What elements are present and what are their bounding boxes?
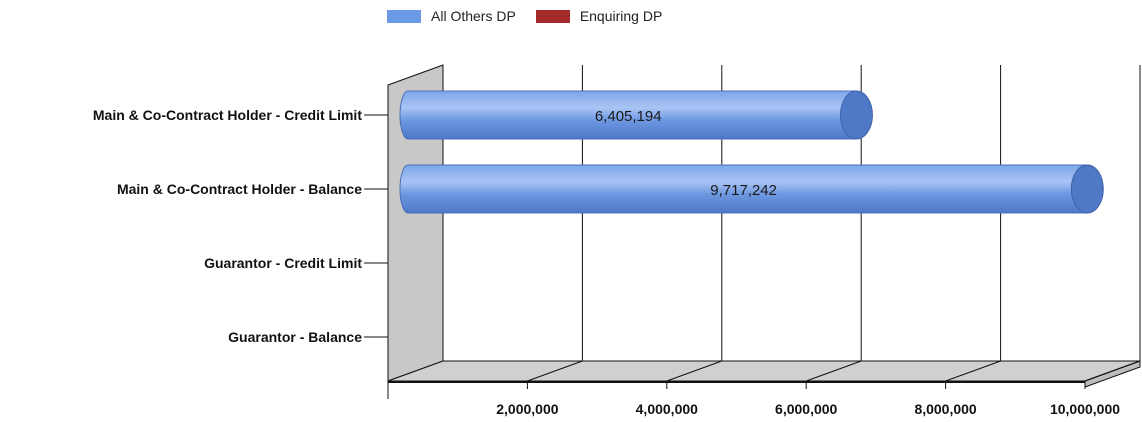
y-tick-label: Main & Co-Contract Holder - Credit Limit: [93, 107, 362, 123]
legend-label-enquiring: Enquiring DP: [579, 8, 663, 24]
x-tick-label: 4,000,000: [636, 401, 698, 417]
x-tick-label: 6,000,000: [775, 401, 837, 417]
floor-grid-line: [806, 360, 862, 382]
legend-item-all-others: All Others DP: [387, 8, 516, 24]
floor-grid-line: [666, 360, 722, 382]
bar-cap: [839, 90, 873, 140]
y-tick-label: Guarantor - Balance: [228, 329, 362, 345]
bar: [399, 90, 857, 140]
floor-grid-line: [1084, 360, 1141, 382]
x-tick-label: 10,000,000: [1050, 401, 1120, 417]
data-label: 6,405,194: [595, 108, 662, 125]
y-tick-label: Guarantor - Credit Limit: [204, 255, 362, 271]
x-tick-label: 8,000,000: [914, 401, 976, 417]
floor-grid-line: [527, 360, 583, 382]
x-axis-labels: 2,000,000 4,000,000 6,000,000 8,000,000 10,0…: [496, 401, 1120, 417]
x-tick-label: 2,000,000: [496, 401, 558, 417]
legend-swatch-enquiring: [535, 9, 570, 23]
floor: [387, 360, 1141, 382]
bar-cap: [1070, 164, 1104, 214]
legend-swatch-all-others: [387, 9, 421, 23]
bar: [399, 164, 1088, 214]
floor-grid-line: [945, 360, 1001, 382]
data-label: 9,717,242: [710, 182, 777, 199]
legend-item-enquiring: Enquiring DP: [535, 8, 663, 24]
bar-series: 6,405,194 9,717,242: [399, 90, 1104, 214]
legend-label-all-others: All Others DP: [431, 8, 516, 24]
y-tick-label: Main & Co-Contract Holder - Balance: [117, 181, 362, 197]
plot-frame: [387, 64, 1141, 399]
y-axis-labels: Main & Co-Contract Holder - Credit Limit…: [93, 107, 388, 345]
chart-legend: All Others DP Enquiring DP: [387, 8, 682, 24]
